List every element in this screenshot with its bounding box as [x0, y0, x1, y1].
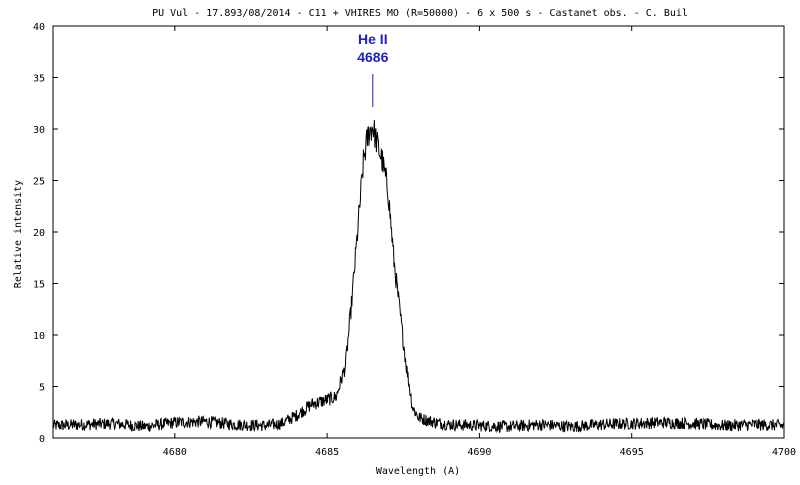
y-tick-label: 35 [33, 74, 45, 85]
y-tick-label: 10 [33, 331, 45, 342]
line-annotation: He II 4686 [357, 31, 389, 107]
x-tick-label: 4680 [163, 447, 187, 458]
x-axis: 4680 4685 4690 4695 4700 [163, 26, 796, 458]
plot-frame [52, 25, 785, 439]
y-tick-label: 15 [33, 280, 45, 291]
y-tick-label: 20 [33, 228, 45, 239]
y-tick-label: 40 [33, 22, 45, 33]
y-axis-label: Relative intensity [13, 180, 24, 288]
x-tick-label: 4695 [620, 447, 644, 458]
x-tick-label: 4700 [772, 447, 796, 458]
annotation-label-element: He II [358, 31, 388, 47]
y-tick-label: 5 [39, 383, 45, 394]
x-tick-label: 4690 [467, 447, 491, 458]
annotation-label-wavelength: 4686 [357, 49, 388, 65]
y-axis: 0 5 10 15 20 25 30 35 40 [33, 22, 784, 445]
y-tick-label: 30 [33, 125, 45, 136]
y-tick-label: 0 [39, 434, 45, 445]
x-tick-label: 4685 [315, 447, 339, 458]
x-axis-label: Wavelength (A) [376, 466, 460, 477]
spectrum-line [52, 119, 785, 434]
y-tick-label: 25 [33, 177, 45, 188]
chart-title: PU Vul - 17.893/08/2014 - C11 + VHIRES M… [152, 8, 688, 19]
